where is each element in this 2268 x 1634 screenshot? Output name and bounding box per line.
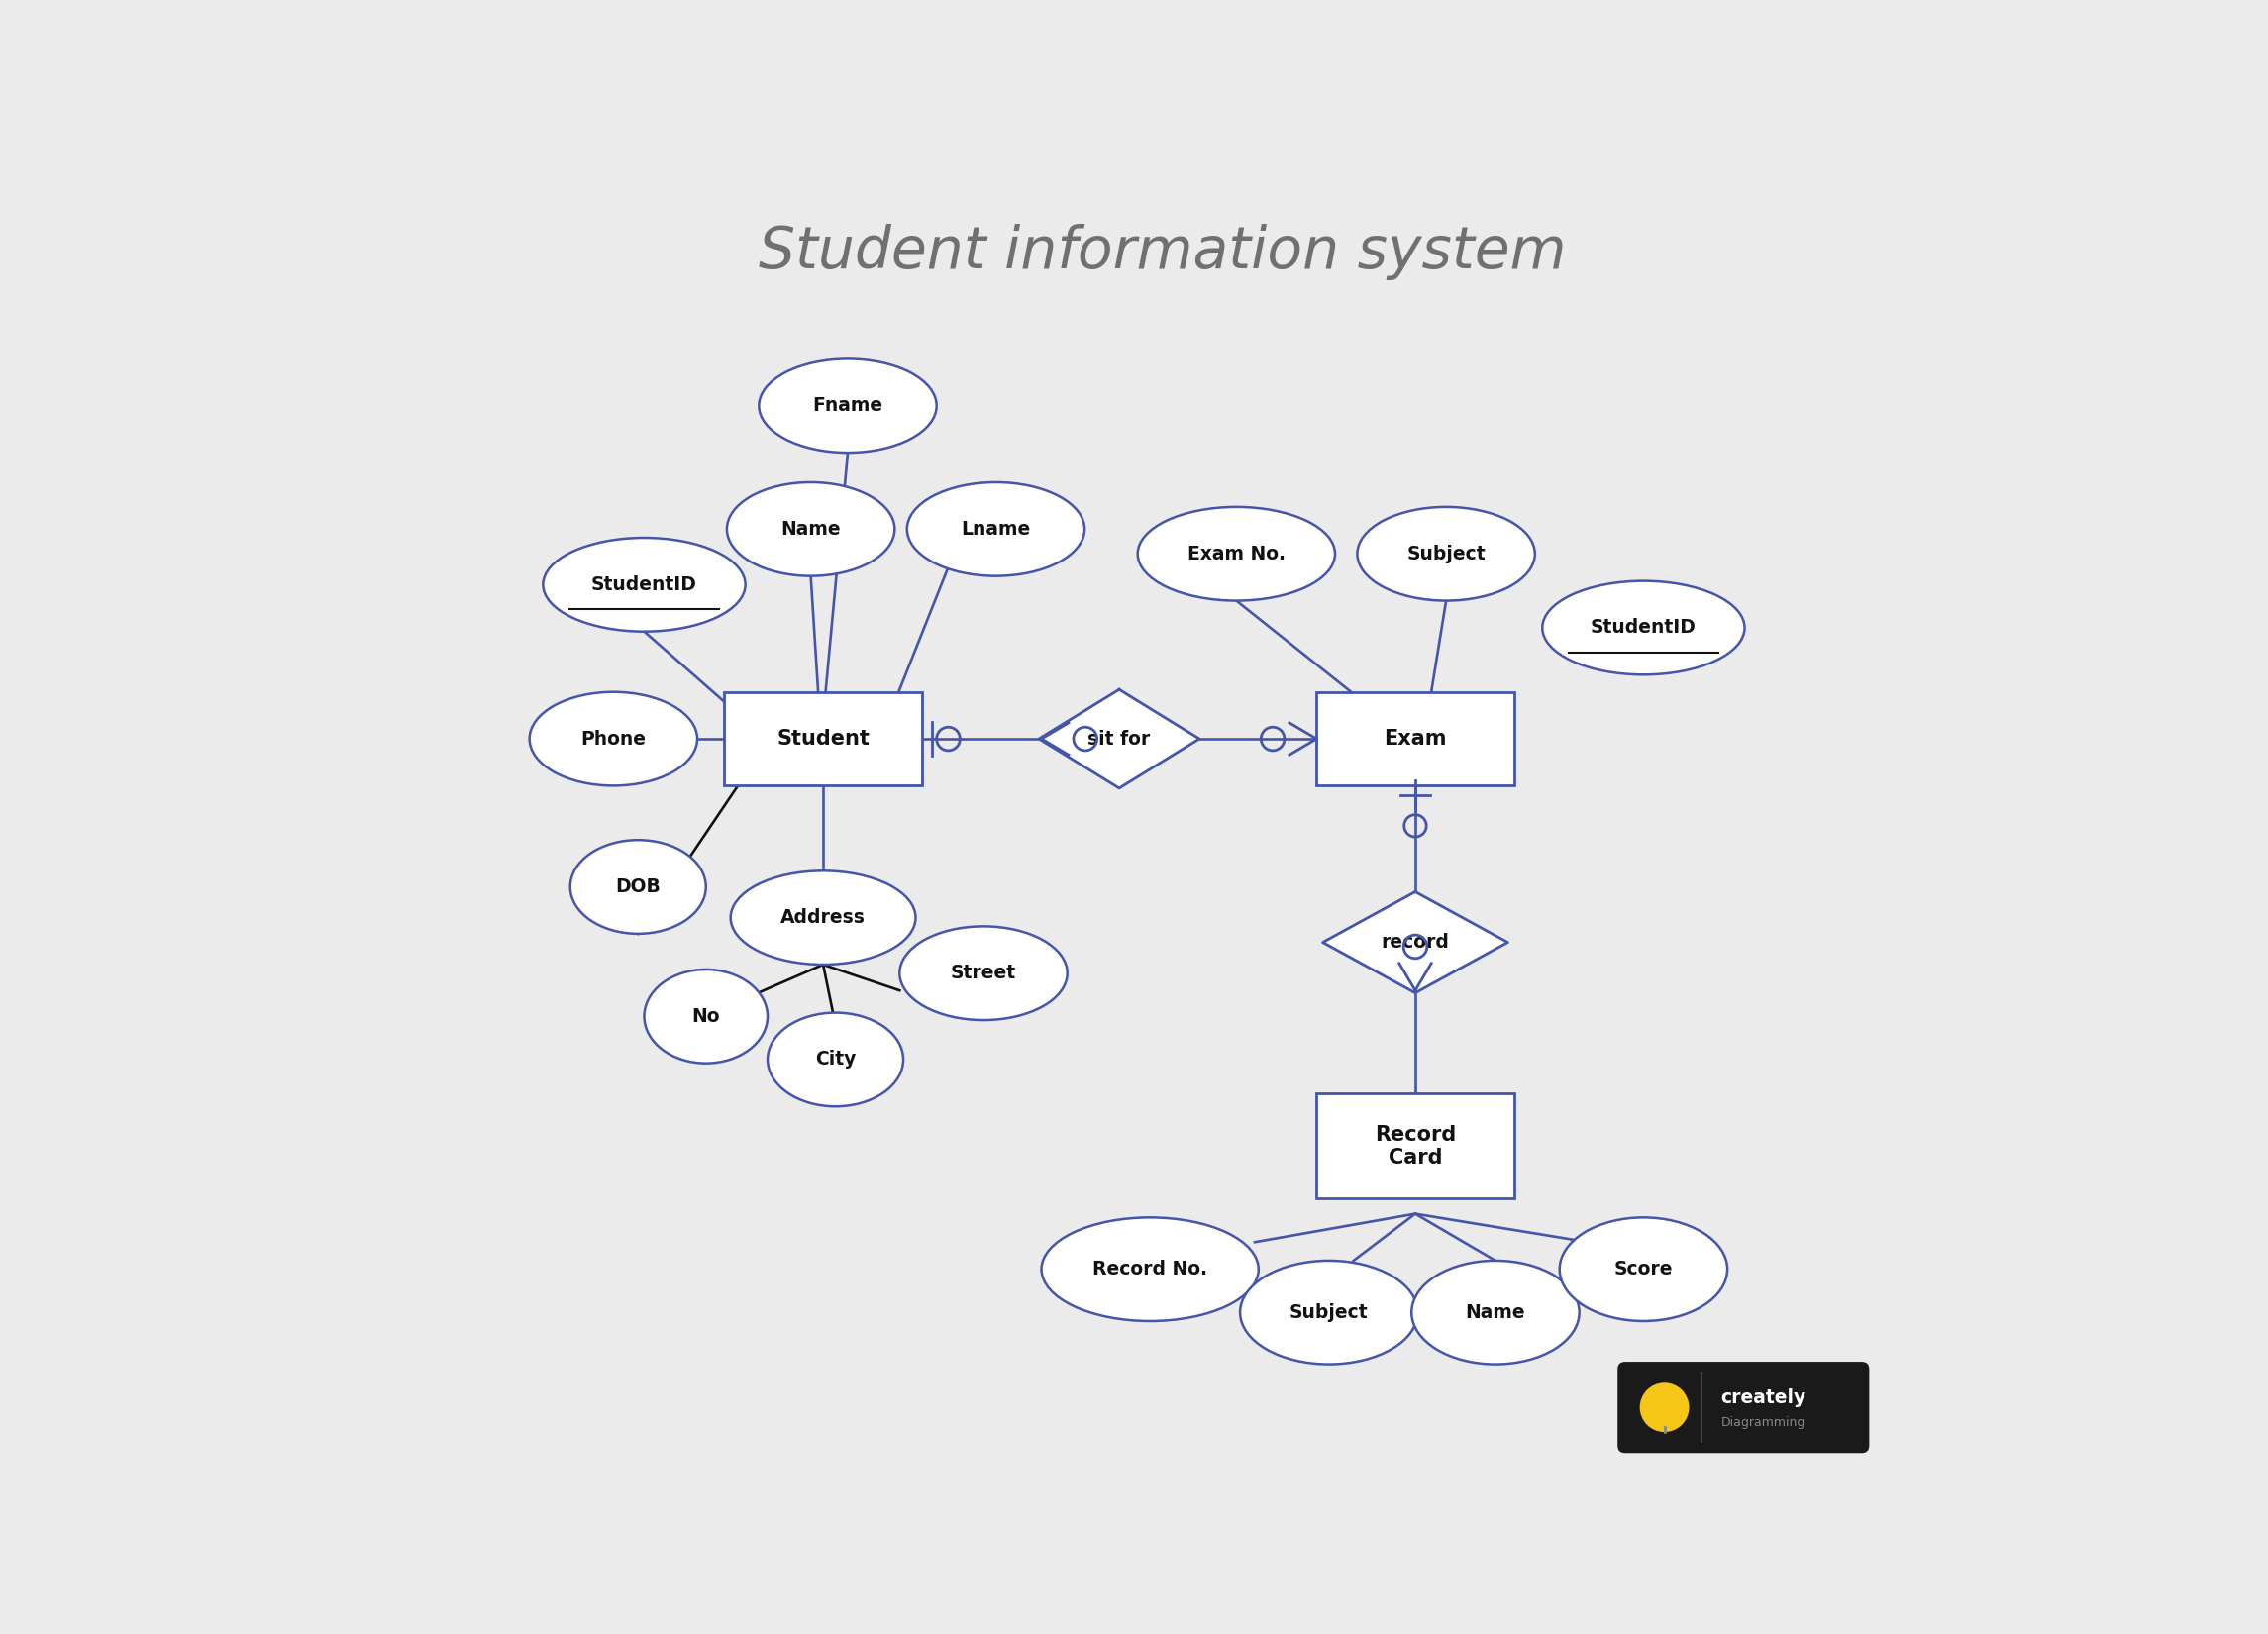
Ellipse shape (730, 871, 916, 964)
Ellipse shape (900, 926, 1068, 1020)
Ellipse shape (644, 969, 767, 1064)
Text: Student: Student (776, 729, 869, 748)
Ellipse shape (767, 1013, 903, 1106)
Text: Name: Name (780, 520, 841, 539)
Text: Score: Score (1615, 1260, 1674, 1279)
Text: Name: Name (1465, 1302, 1526, 1322)
FancyBboxPatch shape (1315, 1093, 1515, 1198)
Text: Record
Card: Record Card (1374, 1124, 1456, 1167)
Text: Phone: Phone (581, 729, 646, 748)
Text: DOB: DOB (615, 877, 660, 897)
Ellipse shape (569, 840, 705, 933)
Text: Diagramming: Diagramming (1721, 1415, 1805, 1428)
Text: Record No.: Record No. (1093, 1260, 1207, 1279)
FancyBboxPatch shape (1315, 693, 1515, 784)
Text: sit for: sit for (1089, 729, 1150, 748)
Text: Exam No.: Exam No. (1188, 544, 1286, 564)
Ellipse shape (907, 482, 1084, 577)
Polygon shape (1039, 690, 1200, 788)
Text: StudentID: StudentID (592, 575, 696, 595)
Ellipse shape (1041, 1217, 1259, 1320)
Ellipse shape (1356, 507, 1535, 601)
Text: StudentID: StudentID (1590, 618, 1696, 637)
FancyBboxPatch shape (1617, 1361, 1869, 1453)
Text: Subject: Subject (1290, 1302, 1368, 1322)
Ellipse shape (1560, 1217, 1728, 1320)
Text: Subject: Subject (1406, 544, 1486, 564)
Text: City: City (814, 1051, 855, 1069)
FancyBboxPatch shape (723, 693, 921, 784)
Text: Street: Street (950, 964, 1016, 982)
Ellipse shape (528, 691, 696, 786)
Ellipse shape (760, 359, 937, 453)
Text: record: record (1381, 933, 1449, 951)
Ellipse shape (1542, 582, 1744, 675)
Text: Exam: Exam (1383, 729, 1447, 748)
Circle shape (1640, 1382, 1690, 1431)
Text: Address: Address (780, 909, 866, 926)
Text: Fname: Fname (812, 397, 882, 415)
Ellipse shape (1411, 1260, 1579, 1364)
Ellipse shape (542, 538, 746, 631)
Text: creately: creately (1721, 1389, 1805, 1407)
Text: Lname: Lname (962, 520, 1030, 539)
Ellipse shape (1241, 1260, 1418, 1364)
Ellipse shape (1139, 507, 1336, 601)
Text: Student information system: Student information system (758, 224, 1567, 279)
Ellipse shape (726, 482, 894, 577)
Polygon shape (1322, 892, 1508, 993)
Text: No: No (692, 1007, 719, 1026)
